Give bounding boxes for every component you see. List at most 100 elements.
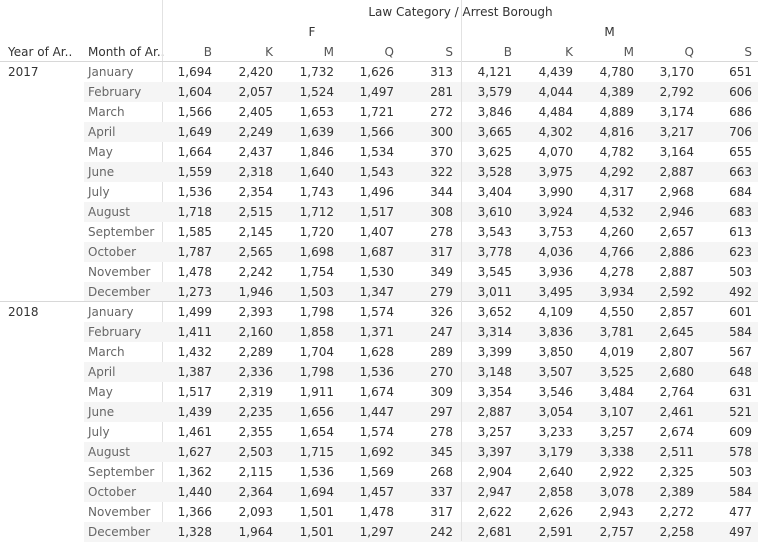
table-cell[interactable]: 1,964 [238, 525, 273, 539]
table-cell[interactable]: 3,850 [538, 345, 573, 359]
year-label[interactable]: 2017 [8, 65, 39, 79]
column-header-f-m[interactable]: M [323, 45, 334, 59]
table-cell[interactable]: 1,640 [299, 165, 334, 179]
table-cell[interactable]: 289 [430, 345, 453, 359]
table-cell[interactable]: 1,674 [359, 385, 394, 399]
table-cell[interactable]: 297 [430, 405, 453, 419]
table-cell[interactable]: 567 [729, 345, 752, 359]
table-cell[interactable]: 3,217 [659, 125, 694, 139]
month-label[interactable]: July [88, 425, 110, 439]
table-cell[interactable]: 1,704 [299, 345, 334, 359]
table-cell[interactable]: 2,319 [238, 385, 273, 399]
table-cell[interactable]: 1,534 [359, 145, 394, 159]
table-cell[interactable]: 2,565 [238, 245, 273, 259]
table-cell[interactable]: 503 [729, 265, 752, 279]
table-cell[interactable]: 4,889 [599, 105, 634, 119]
table-cell[interactable]: 322 [430, 165, 453, 179]
table-cell[interactable]: 4,036 [538, 245, 573, 259]
table-cell[interactable]: 1,457 [359, 485, 394, 499]
table-cell[interactable]: 578 [729, 445, 752, 459]
table-cell[interactable]: 2,922 [599, 465, 634, 479]
table-cell[interactable]: 1,543 [359, 165, 394, 179]
column-header-f-s[interactable]: S [445, 45, 453, 59]
table-cell[interactable]: 370 [430, 145, 453, 159]
table-cell[interactable]: 3,778 [477, 245, 512, 259]
month-label[interactable]: June [88, 405, 115, 419]
table-cell[interactable]: 2,160 [238, 325, 273, 339]
table-cell[interactable]: 2,389 [659, 485, 694, 499]
table-cell[interactable]: 3,579 [477, 85, 512, 99]
table-cell[interactable]: 1,536 [359, 365, 394, 379]
table-cell[interactable]: 1,530 [359, 265, 394, 279]
table-cell[interactable]: 345 [430, 445, 453, 459]
table-cell[interactable]: 1,732 [299, 65, 334, 79]
table-cell[interactable]: 2,336 [238, 365, 273, 379]
table-cell[interactable]: 1,743 [299, 185, 334, 199]
table-cell[interactable]: 1,692 [359, 445, 394, 459]
table-cell[interactable]: 3,170 [659, 65, 694, 79]
table-cell[interactable]: 1,569 [359, 465, 394, 479]
table-cell[interactable]: 1,503 [299, 285, 334, 299]
table-cell[interactable]: 2,591 [538, 525, 573, 539]
table-cell[interactable]: 1,536 [299, 465, 334, 479]
table-cell[interactable]: 4,782 [599, 145, 634, 159]
month-label[interactable]: July [88, 185, 110, 199]
table-cell[interactable]: 4,550 [599, 305, 634, 319]
table-cell[interactable]: 1,497 [359, 85, 394, 99]
table-cell[interactable]: 2,887 [659, 265, 694, 279]
table-cell[interactable]: 1,478 [177, 265, 212, 279]
table-cell[interactable]: 601 [729, 305, 752, 319]
column-header-f-k[interactable]: K [265, 45, 273, 59]
column-header-m-q[interactable]: Q [684, 45, 694, 59]
month-label[interactable]: April [88, 365, 116, 379]
table-cell[interactable]: 3,404 [477, 185, 512, 199]
table-cell[interactable]: 2,640 [538, 465, 573, 479]
table-cell[interactable]: 651 [729, 65, 752, 79]
table-cell[interactable]: 2,355 [238, 425, 273, 439]
table-cell[interactable]: 1,720 [299, 225, 334, 239]
table-cell[interactable]: 4,260 [599, 225, 634, 239]
table-cell[interactable]: 1,273 [177, 285, 212, 299]
table-cell[interactable]: 349 [430, 265, 453, 279]
table-cell[interactable]: 3,924 [538, 205, 573, 219]
table-cell[interactable]: 1,496 [359, 185, 394, 199]
table-cell[interactable]: 1,566 [359, 125, 394, 139]
table-cell[interactable]: 492 [729, 285, 752, 299]
table-cell[interactable]: 2,657 [659, 225, 694, 239]
table-cell[interactable]: 4,484 [538, 105, 573, 119]
table-cell[interactable]: 503 [729, 465, 752, 479]
month-label[interactable]: October [88, 485, 137, 499]
table-cell[interactable]: 2,249 [238, 125, 273, 139]
table-cell[interactable]: 300 [430, 125, 453, 139]
table-cell[interactable]: 706 [729, 125, 752, 139]
table-cell[interactable]: 2,242 [238, 265, 273, 279]
table-cell[interactable]: 631 [729, 385, 752, 399]
table-cell[interactable]: 3,397 [477, 445, 512, 459]
table-cell[interactable]: 1,654 [299, 425, 334, 439]
table-cell[interactable]: 2,515 [238, 205, 273, 219]
table-cell[interactable]: 2,272 [659, 505, 694, 519]
table-cell[interactable]: 3,011 [477, 285, 512, 299]
table-cell[interactable]: 648 [729, 365, 752, 379]
table-cell[interactable]: 3,936 [538, 265, 573, 279]
table-cell[interactable]: 4,292 [599, 165, 634, 179]
table-cell[interactable]: 1,411 [177, 325, 212, 339]
table-cell[interactable]: 3,975 [538, 165, 573, 179]
table-cell[interactable]: 1,946 [238, 285, 273, 299]
table-cell[interactable]: 317 [430, 245, 453, 259]
table-cell[interactable]: 2,857 [659, 305, 694, 319]
table-cell[interactable]: 1,440 [177, 485, 212, 499]
table-cell[interactable]: 281 [430, 85, 453, 99]
month-label[interactable]: September [88, 465, 155, 479]
table-cell[interactable]: 2,792 [659, 85, 694, 99]
table-cell[interactable]: 2,968 [659, 185, 694, 199]
table-cell[interactable]: 1,574 [359, 305, 394, 319]
table-cell[interactable]: 1,347 [359, 285, 394, 299]
table-cell[interactable]: 2,645 [659, 325, 694, 339]
table-cell[interactable]: 3,665 [477, 125, 512, 139]
table-cell[interactable]: 3,507 [538, 365, 573, 379]
table-cell[interactable]: 1,754 [299, 265, 334, 279]
table-cell[interactable]: 3,753 [538, 225, 573, 239]
table-cell[interactable]: 1,432 [177, 345, 212, 359]
table-cell[interactable]: 2,318 [238, 165, 273, 179]
